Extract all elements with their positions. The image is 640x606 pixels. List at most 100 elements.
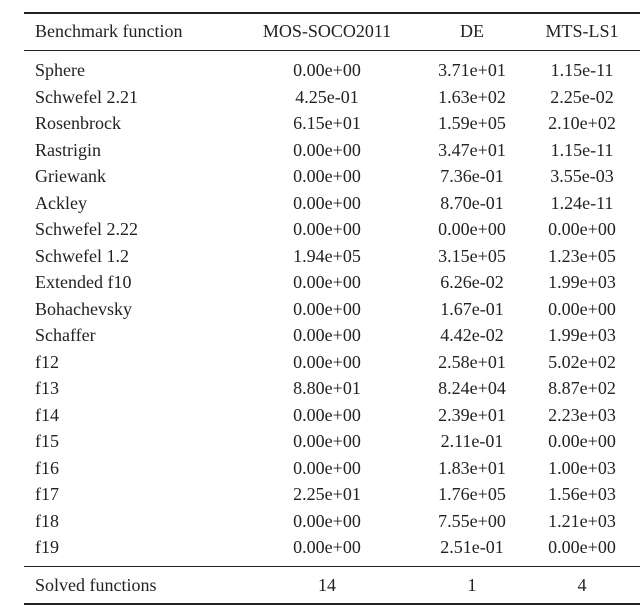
cell-function: f19 bbox=[35, 537, 59, 557]
cell-mos: 0.00e+00 bbox=[293, 431, 361, 451]
header-de: DE bbox=[460, 21, 484, 41]
cell-mos: 8.80e+01 bbox=[293, 378, 361, 398]
cell-mts: 0.00e+00 bbox=[548, 298, 616, 319]
cell-mts: 3.55e-03 bbox=[550, 166, 614, 186]
cell-function: Extended f10 bbox=[35, 272, 132, 292]
cell-function: f17 bbox=[35, 484, 59, 504]
footer-de: 1 bbox=[467, 575, 477, 595]
cell-mos: 0.00e+00 bbox=[293, 510, 361, 531]
footer-row: Solved functions 14 1 4 bbox=[0, 572, 640, 598]
cell-function: Bohachevsky bbox=[35, 298, 132, 319]
table-row: f16 0.00e+00 1.83e+01 1.00e+03 bbox=[0, 455, 640, 481]
cell-mos: 2.25e+01 bbox=[293, 484, 361, 504]
table-row: Rastrigin 0.00e+00 3.47e+01 1.15e-11 bbox=[0, 137, 640, 163]
cell-de: 3.47e+01 bbox=[438, 139, 506, 160]
cell-de: 2.39e+01 bbox=[438, 404, 506, 425]
cell-mos: 0.00e+00 bbox=[293, 325, 361, 345]
cell-function: Schwefel 1.2 bbox=[35, 245, 129, 266]
cell-function: f13 bbox=[35, 378, 59, 398]
cell-mos: 6.15e+01 bbox=[293, 113, 361, 133]
cell-mos: 0.00e+00 bbox=[293, 404, 361, 425]
cell-function: Griewank bbox=[35, 166, 106, 186]
table-row: f13 8.80e+01 8.24e+04 8.87e+02 bbox=[0, 375, 640, 401]
cell-de: 8.70e-01 bbox=[440, 192, 504, 213]
table-row: f12 0.00e+00 2.58e+01 5.02e+02 bbox=[0, 349, 640, 375]
table-row: Ackley 0.00e+00 8.70e-01 1.24e-11 bbox=[0, 190, 640, 216]
cell-de: 1.59e+05 bbox=[438, 113, 506, 133]
cell-de: 3.15e+05 bbox=[438, 245, 506, 266]
cell-function: Schwefel 2.21 bbox=[35, 86, 138, 107]
footer-label: Solved functions bbox=[35, 575, 157, 595]
table-row: Bohachevsky 0.00e+00 1.67e-01 0.00e+00 bbox=[0, 296, 640, 322]
header-mos: MOS-SOCO2011 bbox=[262, 21, 392, 41]
cell-de: 2.58e+01 bbox=[438, 351, 506, 372]
cell-mos: 0.00e+00 bbox=[293, 351, 361, 372]
cell-mts: 1.21e+03 bbox=[548, 510, 616, 531]
cell-function: Sphere bbox=[35, 60, 85, 80]
cell-mts: 1.23e+05 bbox=[548, 245, 616, 266]
cell-mts: 1.15e-11 bbox=[550, 139, 614, 160]
cell-mos: 0.00e+00 bbox=[293, 298, 361, 319]
header-row: Benchmark function MOS-SOCO2011 DE MTS-L… bbox=[0, 18, 640, 44]
cell-de: 3.71e+01 bbox=[438, 60, 506, 80]
table-row: Schwefel 1.2 1.94e+05 3.15e+05 1.23e+05 bbox=[0, 243, 640, 269]
cell-mts: 0.00e+00 bbox=[548, 219, 616, 239]
cell-mos: 0.00e+00 bbox=[293, 537, 361, 557]
cell-mts: 1.00e+03 bbox=[548, 457, 616, 478]
cell-function: Rosenbrock bbox=[35, 113, 121, 133]
cell-de: 1.63e+02 bbox=[438, 86, 506, 107]
table-row: Schwefel 2.22 0.00e+00 0.00e+00 0.00e+00 bbox=[0, 216, 640, 242]
cell-function: f12 bbox=[35, 351, 59, 372]
cell-mts: 8.87e+02 bbox=[548, 378, 616, 398]
cell-mos: 4.25e-01 bbox=[295, 86, 359, 107]
cell-function: Schwefel 2.22 bbox=[35, 219, 138, 239]
header-mts: MTS-LS1 bbox=[545, 21, 619, 41]
cell-de: 1.67e-01 bbox=[440, 298, 504, 319]
table-row: Rosenbrock 6.15e+01 1.59e+05 2.10e+02 bbox=[0, 110, 640, 136]
cell-mos: 0.00e+00 bbox=[293, 457, 361, 478]
cell-de: 7.36e-01 bbox=[440, 166, 504, 186]
cell-function: f18 bbox=[35, 510, 59, 531]
footer-rule bbox=[24, 566, 640, 567]
table-row: f17 2.25e+01 1.76e+05 1.56e+03 bbox=[0, 481, 640, 507]
cell-de: 4.42e-02 bbox=[440, 325, 504, 345]
cell-mts: 1.24e-11 bbox=[550, 192, 614, 213]
cell-function: Rastrigin bbox=[35, 139, 101, 160]
table-row: Griewank 0.00e+00 7.36e-01 3.55e-03 bbox=[0, 163, 640, 189]
cell-de: 7.55e+00 bbox=[438, 510, 506, 531]
table-row: Schaffer 0.00e+00 4.42e-02 1.99e+03 bbox=[0, 322, 640, 348]
table-row: Sphere 0.00e+00 3.71e+01 1.15e-11 bbox=[0, 57, 640, 83]
cell-mts: 0.00e+00 bbox=[548, 431, 616, 451]
cell-mos: 1.94e+05 bbox=[293, 245, 361, 266]
cell-mts: 1.99e+03 bbox=[548, 272, 616, 292]
cell-mts: 2.10e+02 bbox=[548, 113, 616, 133]
cell-function: Schaffer bbox=[35, 325, 96, 345]
table-row: f18 0.00e+00 7.55e+00 1.21e+03 bbox=[0, 508, 640, 534]
cell-mos: 0.00e+00 bbox=[293, 60, 361, 80]
cell-mos: 0.00e+00 bbox=[293, 192, 361, 213]
cell-de: 2.51e-01 bbox=[440, 537, 504, 557]
cell-de: 2.11e-01 bbox=[440, 431, 504, 451]
table-row: f19 0.00e+00 2.51e-01 0.00e+00 bbox=[0, 534, 640, 560]
cell-de: 6.26e-02 bbox=[440, 272, 504, 292]
table-row: Schwefel 2.21 4.25e-01 1.63e+02 2.25e-02 bbox=[0, 84, 640, 110]
top-rule bbox=[24, 12, 640, 14]
cell-mts: 0.00e+00 bbox=[548, 537, 616, 557]
table-row: f14 0.00e+00 2.39e+01 2.23e+03 bbox=[0, 402, 640, 428]
cell-de: 8.24e+04 bbox=[438, 378, 506, 398]
bottom-rule bbox=[24, 603, 640, 605]
cell-mts: 1.99e+03 bbox=[548, 325, 616, 345]
footer-mts: 4 bbox=[577, 575, 587, 595]
cell-mts: 1.56e+03 bbox=[548, 484, 616, 504]
cell-mos: 0.00e+00 bbox=[293, 166, 361, 186]
cell-mos: 0.00e+00 bbox=[293, 272, 361, 292]
cell-function: f15 bbox=[35, 431, 59, 451]
cell-mos: 0.00e+00 bbox=[293, 139, 361, 160]
table-row: Extended f10 0.00e+00 6.26e-02 1.99e+03 bbox=[0, 269, 640, 295]
cell-function: Ackley bbox=[35, 192, 87, 213]
cell-mts: 1.15e-11 bbox=[550, 60, 614, 80]
cell-mts: 2.23e+03 bbox=[548, 404, 616, 425]
cell-de: 1.83e+01 bbox=[438, 457, 506, 478]
cell-mos: 0.00e+00 bbox=[293, 219, 361, 239]
footer-mos: 14 bbox=[318, 575, 336, 595]
